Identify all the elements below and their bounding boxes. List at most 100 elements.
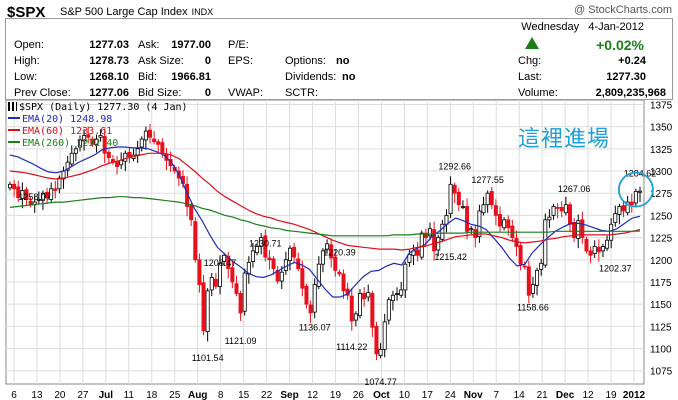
candle-body <box>160 142 165 154</box>
low-value: 1268.10 <box>89 71 129 83</box>
bid-size-label: Bid Size: <box>138 87 182 99</box>
legend-ema260: EMA(260) 1232.40 <box>8 138 118 149</box>
candle-body <box>390 294 395 301</box>
callout-text: 這裡進場 <box>518 126 611 151</box>
candle-body <box>448 183 453 215</box>
quote-date-text: 4-Jan-2012 <box>588 21 644 33</box>
candle-body <box>530 284 535 294</box>
candle-body <box>539 262 544 270</box>
candle-body <box>497 214 502 227</box>
x-tick-label: 26 <box>353 390 365 400</box>
candle-body <box>325 243 330 250</box>
x-tick-label: 6 <box>11 390 17 400</box>
candle-body <box>57 177 62 190</box>
candle-body <box>98 135 103 138</box>
candle-body <box>469 228 474 231</box>
candle-body <box>205 290 210 333</box>
candle-body <box>600 246 605 252</box>
legend-ema20-swatch <box>8 117 20 119</box>
x-tick-label: 22 <box>261 390 273 400</box>
x-tick-label: 14 <box>514 390 526 400</box>
y-tick-label: 1325 <box>650 145 673 156</box>
candle-body <box>592 246 597 254</box>
candle-body <box>238 293 243 314</box>
candle-body <box>551 206 556 216</box>
price-annotation: 1292.66 <box>438 162 471 172</box>
price-annotation: 1101.54 <box>192 353 224 363</box>
price-annotation: 1277.55 <box>471 175 504 185</box>
price-annotation: 1114.22 <box>336 342 367 352</box>
candle-body <box>69 152 74 165</box>
candle-body <box>242 272 247 312</box>
pe-label: P/E: <box>228 39 249 51</box>
candle-body <box>300 268 305 289</box>
x-tick-label: 11 <box>124 390 135 400</box>
candle-body <box>633 190 638 204</box>
candle-body <box>209 277 214 291</box>
candle-body <box>320 250 325 265</box>
x-tick-label: 10 <box>399 390 411 400</box>
watermark: @ StockCharts.com <box>574 4 672 16</box>
candle-body <box>119 159 124 166</box>
candle-body <box>621 205 626 212</box>
candle-body <box>135 148 140 156</box>
candle-body <box>609 223 614 241</box>
dividends-label: Dividends: <box>285 71 337 83</box>
candle-body <box>226 255 231 270</box>
candle-body <box>143 130 148 141</box>
candle-body <box>222 254 227 262</box>
candle-body <box>250 250 255 262</box>
candle-body <box>255 246 260 254</box>
ask-value: 1977.00 <box>171 39 211 51</box>
candle-body <box>452 184 457 194</box>
candle-body <box>436 237 441 251</box>
candle-body <box>292 246 297 258</box>
legend-ema260-swatch <box>8 141 20 143</box>
quote-panel: $SPX S&P 500 Large Cap Index INDX @ Stock… <box>0 0 678 100</box>
eps-label: EPS: <box>228 55 254 67</box>
prev-close-label: Prev Close: <box>14 87 71 99</box>
quote-box: Open: 1277.03 High: 1278.73 Low: 1268.10… <box>5 18 673 100</box>
candle-body <box>572 222 577 238</box>
candle-body <box>568 204 573 225</box>
candle-body <box>427 228 432 237</box>
candle-body <box>576 220 581 239</box>
candle-body <box>275 269 280 282</box>
legend-ema60: EMA(60) 1233.61 <box>8 126 112 137</box>
legend-ema60-text: EMA(60) 1233.61 <box>22 126 113 137</box>
ema60-line <box>9 152 641 251</box>
x-tick-label: 24 <box>445 390 457 400</box>
candle-body <box>197 259 202 286</box>
candle-body <box>596 246 601 253</box>
candle-body <box>283 259 288 271</box>
ema260-line <box>9 196 641 237</box>
candle-body <box>613 213 618 223</box>
symbol: $SPX <box>7 4 46 21</box>
quote-day: Wednesday <box>521 21 580 33</box>
up-arrow-icon <box>525 37 539 49</box>
candle-body <box>506 219 511 229</box>
candle-body <box>106 151 111 159</box>
candle-body <box>366 292 371 298</box>
candle-body <box>395 293 400 295</box>
x-tick-label: 20 <box>54 390 66 400</box>
x-tick-label: 19 <box>605 390 617 400</box>
chg-value: +0.24 <box>618 55 646 67</box>
candle-body <box>217 262 222 287</box>
price-annotation: 1074.77 <box>364 377 397 387</box>
candle-body <box>547 216 552 221</box>
candle-body <box>378 348 383 356</box>
bid-label: Bid: <box>138 71 157 83</box>
candle-body <box>456 191 461 206</box>
x-tick-label: 17 <box>422 390 434 400</box>
high-label: High: <box>14 55 40 67</box>
ask-size-value: 0 <box>204 55 211 67</box>
x-tick-label: Jul <box>99 390 114 400</box>
candle-body <box>65 161 70 171</box>
candle-body <box>559 206 564 212</box>
x-tick-label: Aug <box>188 390 207 400</box>
candle-body <box>102 135 107 154</box>
sctr-label: SCTR: <box>285 87 318 99</box>
chg-label: Chg: <box>518 55 542 67</box>
candle-body <box>73 148 78 154</box>
